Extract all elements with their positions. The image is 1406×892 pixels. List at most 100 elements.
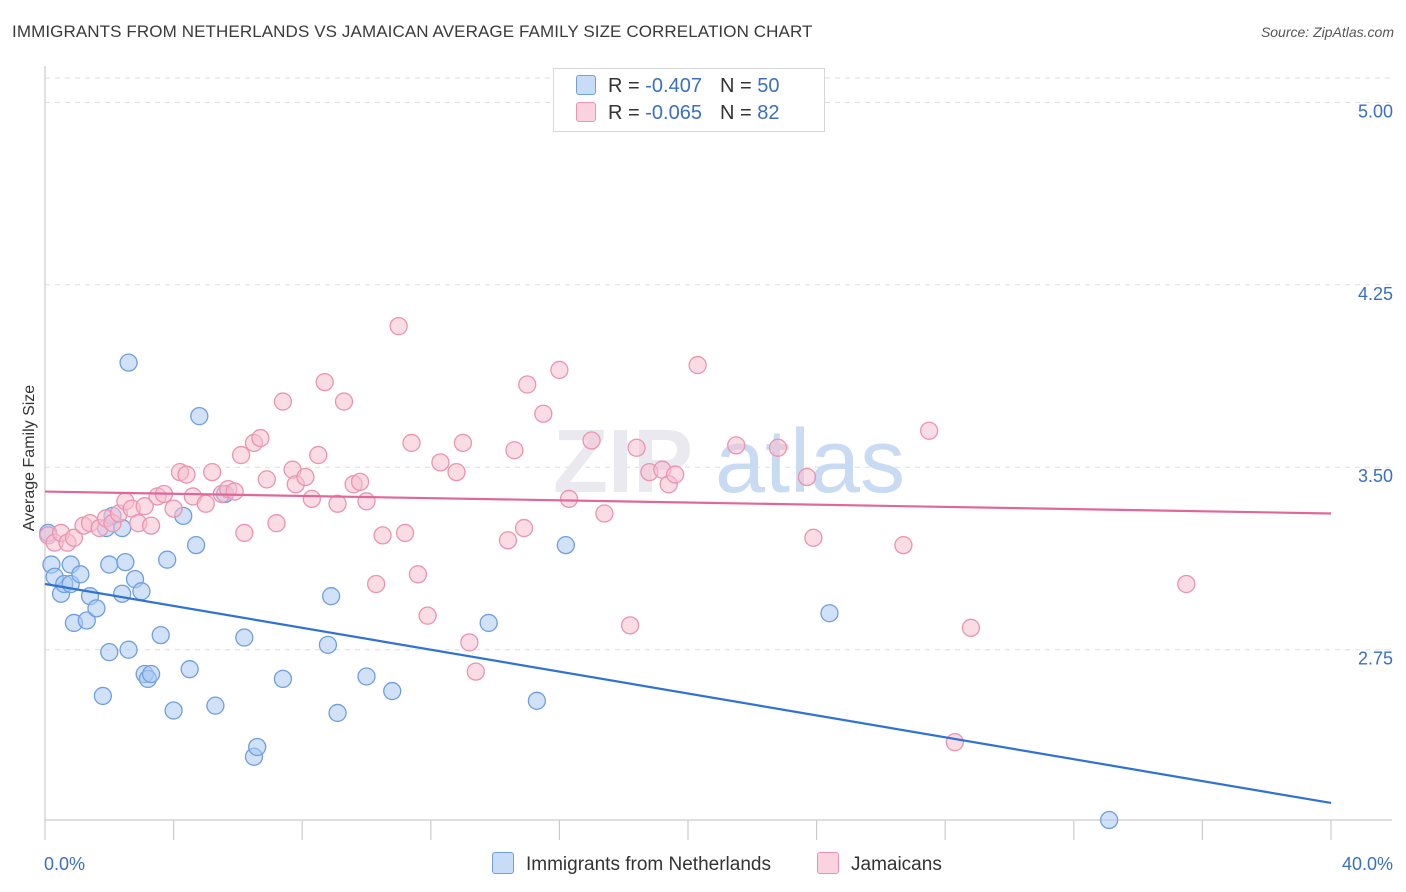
axes	[44, 66, 1392, 840]
legend-label: Immigrants from Netherlands	[526, 854, 771, 875]
jamaican-point	[550, 360, 569, 380]
netherlands-point	[190, 407, 209, 426]
legend-item-netherlands: Immigrants from Netherlands	[492, 852, 771, 876]
jamaican-point	[328, 494, 347, 513]
jamaican-point	[267, 514, 286, 533]
netherlands-point	[1100, 810, 1119, 830]
legend-row-netherlands: R = -0.407 N = 50	[576, 75, 779, 101]
jamaican-point	[431, 453, 450, 472]
netherlands-point	[328, 703, 347, 723]
netherlands-point	[235, 628, 254, 647]
x-tick-label: 0.0%	[44, 854, 85, 874]
netherlands-point	[318, 635, 338, 654]
jamaican-point	[296, 467, 315, 487]
netherlands-point	[93, 686, 113, 706]
netherlands-point	[186, 535, 206, 555]
netherlands-point	[77, 611, 96, 630]
jamaican-point	[505, 441, 524, 460]
jamaican-point	[196, 494, 215, 513]
jamaican-point	[408, 565, 428, 584]
jamaican-point	[919, 421, 939, 440]
netherlands-point	[141, 664, 161, 684]
netherlands-point	[180, 660, 199, 679]
jamaican-point	[350, 472, 370, 491]
netherlands-point	[206, 696, 225, 715]
jamaican-point	[460, 633, 479, 652]
netherlands-point	[248, 737, 267, 757]
jamaican-point	[177, 465, 196, 484]
jamaican-point	[945, 733, 964, 752]
y-axis-label: Average Family Size	[21, 385, 38, 532]
jamaican-point	[225, 482, 244, 501]
netherlands-point	[527, 691, 547, 710]
jamaican-point	[466, 662, 485, 681]
x-tick-label: 40.0%	[1342, 854, 1393, 874]
jamaican-point	[894, 535, 913, 555]
jamaican-point	[797, 467, 817, 487]
netherlands-point	[383, 681, 402, 701]
jamaican-trend-line	[44, 490, 1332, 515]
jamaican-point	[302, 489, 321, 509]
netherlands-point	[71, 565, 90, 584]
jamaican-point	[1177, 574, 1196, 594]
jamaican-point	[582, 431, 601, 450]
r-label: R =	[608, 75, 646, 97]
netherlands-trend-line	[44, 582, 1332, 805]
jamaican-point	[257, 470, 276, 489]
blue-swatch-icon	[576, 75, 596, 95]
jamaican-point	[453, 433, 473, 453]
netherlands-point	[87, 599, 106, 618]
chart-title: IMMIGRANTS FROM NETHERLANDS VS JAMAICAN …	[12, 22, 813, 41]
jamaican-point	[395, 523, 415, 543]
trend-lines	[44, 490, 1332, 805]
netherlands-point	[100, 555, 119, 574]
legend-item-jamaicans: Jamaicans	[817, 852, 942, 876]
jamaican-point	[203, 462, 222, 482]
netherlands-point	[132, 582, 151, 601]
jamaican-point	[665, 465, 685, 484]
jamaican-point	[498, 531, 518, 550]
netherlands-point	[119, 353, 138, 372]
jamaican-point	[514, 518, 534, 538]
jamaican-point	[559, 489, 579, 509]
jamaican-point	[315, 372, 334, 392]
jamaican-point	[627, 438, 646, 457]
netherlands-point	[119, 640, 138, 659]
legend-row-jamaicans: R = -0.065 N = 82	[576, 102, 779, 128]
jamaican-point	[727, 436, 746, 455]
jamaican-point	[357, 492, 376, 511]
jamaican-point	[688, 355, 707, 375]
jamaican-point	[518, 375, 537, 394]
jamaican-point	[595, 504, 614, 523]
jamaican-point	[373, 526, 392, 545]
gridlines	[45, 77, 1392, 651]
netherlands-point	[321, 587, 341, 606]
jamaican-point	[231, 445, 251, 465]
y-tick-label: 3.50	[1358, 466, 1393, 486]
blue-swatch-icon	[492, 852, 514, 874]
jamaican-point	[64, 528, 84, 547]
y-tick-label: 4.25	[1358, 284, 1393, 304]
netherlands-point	[158, 550, 177, 569]
jamaican-point	[273, 392, 293, 411]
tick-labels: 2.75 3.50 4.25 5.00 0.0% 40.0%	[44, 101, 1393, 874]
r-value: -0.407	[645, 75, 702, 97]
jamaican-point	[164, 499, 183, 518]
jamaican-point	[804, 528, 823, 547]
jamaican-point	[135, 497, 154, 516]
correlation-legend: R = -0.407 N = 50 R = -0.065 N = 82	[553, 68, 825, 132]
jamaican-point	[961, 618, 981, 637]
pink-swatch-icon	[576, 102, 596, 122]
jamaican-point	[418, 606, 437, 625]
netherlands-point	[151, 625, 170, 645]
jamaican-point	[447, 462, 466, 482]
netherlands-point	[820, 604, 839, 623]
netherlands-point	[357, 667, 376, 686]
n-label: N =	[719, 75, 758, 97]
jamaican-point	[251, 428, 270, 448]
netherlands-point	[164, 701, 183, 720]
jamaican-point	[141, 516, 161, 535]
jamaican-point	[402, 433, 421, 453]
netherlands-point	[479, 613, 498, 633]
